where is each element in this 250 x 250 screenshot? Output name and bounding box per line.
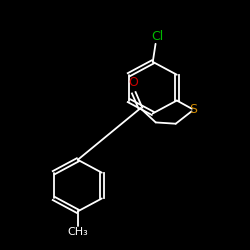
Text: CH₃: CH₃ [68,227,88,237]
Text: S: S [189,103,197,116]
Text: O: O [128,76,138,89]
Text: Cl: Cl [151,30,163,43]
